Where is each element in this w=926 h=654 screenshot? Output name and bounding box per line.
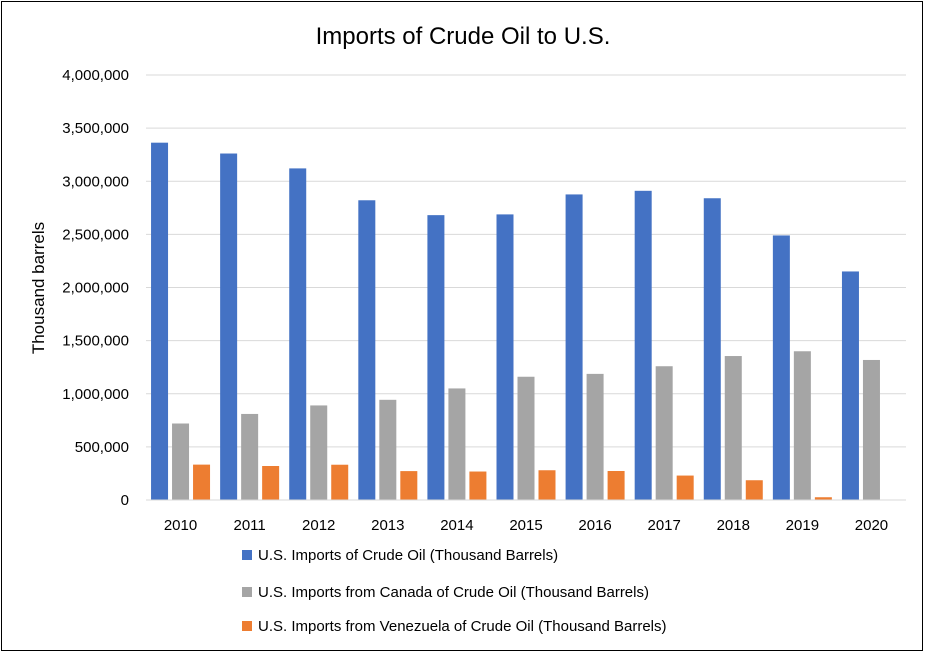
x-tick-label: 2017 (647, 517, 680, 534)
y-tick-label: 3,000,000 (62, 173, 129, 190)
bar-series-2-2014 (448, 388, 466, 500)
y-tick-label: 2,000,000 (62, 280, 129, 297)
legend-swatch-2 (242, 587, 252, 597)
bar-series-1-2019 (772, 235, 790, 500)
legend-label-3: U.S. Imports from Venezuela of Crude Oil… (258, 618, 667, 635)
legend-swatch-1 (242, 550, 252, 560)
y-tick-label: 500,000 (75, 439, 129, 456)
bar-series-2-2010 (172, 423, 190, 500)
bar-series-1-2018 (703, 198, 721, 500)
bar-series-2-2011 (241, 413, 259, 500)
bar-series-1-2015 (496, 214, 514, 500)
bar-series-3-2017 (676, 475, 694, 500)
bar-series-3-2010 (193, 464, 211, 500)
bar-series-1-2017 (634, 190, 652, 500)
y-axis-title: Thousand barrels (29, 222, 48, 354)
x-tick-label: 2015 (509, 517, 542, 534)
bar-series-1-2010 (151, 142, 169, 500)
x-tick-label: 2020 (855, 517, 888, 534)
bar-series-1-2020 (841, 271, 859, 500)
bar-series-3-2011 (262, 466, 280, 500)
bar-series-2-2018 (724, 356, 742, 500)
y-axis-ticks: 0 500,000 1,000,000 1,500,000 2,000,000 2,500… (62, 67, 129, 509)
bar-series-3-2016 (607, 470, 625, 500)
bar-series-2-2015 (517, 376, 535, 500)
chart-title: Imports of Crude Oil to U.S. (316, 23, 611, 50)
bar-series-3-2015 (538, 470, 556, 500)
legend-swatch-3 (242, 621, 252, 631)
bar-series-3-2018 (745, 480, 763, 500)
y-tick-label: 4,000,000 (62, 67, 129, 84)
bar-series-2-2013 (379, 399, 397, 500)
bar-series-3-2013 (400, 471, 418, 500)
legend: U.S. Imports of Crude Oil (Thousand Barr… (242, 547, 667, 635)
y-tick-label: 2,500,000 (62, 226, 129, 243)
x-tick-label: 2011 (234, 517, 266, 534)
gridlines (146, 74, 906, 448)
x-tick-label: 2010 (164, 517, 197, 534)
legend-label-1: U.S. Imports of Crude Oil (Thousand Barr… (258, 547, 558, 564)
x-axis-ticks: 2010 2011 2012 2013 2014 2015 2016 2017 2018 2019… (164, 517, 888, 534)
bar-series-1-2011 (220, 153, 238, 501)
bar-series-2-2017 (655, 366, 673, 500)
bar-series-2-2020 (862, 359, 880, 500)
x-tick-label: 2013 (371, 517, 404, 534)
bar-series-3-2019 (814, 497, 832, 500)
bar-series-1-2012 (289, 168, 307, 501)
bar-series-1-2016 (565, 194, 583, 501)
bars (151, 142, 880, 501)
bar-series-1-2014 (427, 215, 445, 501)
x-tick-label: 2016 (578, 517, 611, 534)
x-tick-label: 2019 (786, 517, 819, 534)
y-tick-label: 1,500,000 (62, 333, 129, 350)
x-tick-label: 2012 (302, 517, 335, 534)
y-tick-label: 3,500,000 (62, 120, 129, 137)
y-tick-label: 1,000,000 (62, 386, 129, 403)
y-tick-label: 0 (121, 492, 129, 509)
legend-label-2: U.S. Imports from Canada of Crude Oil (T… (258, 584, 649, 601)
x-tick-label: 2018 (717, 517, 750, 534)
x-tick-label: 2014 (440, 517, 473, 534)
bar-series-2-2012 (310, 405, 328, 500)
bar-series-2-2019 (793, 351, 811, 500)
bar-series-3-2014 (469, 471, 487, 500)
bar-series-1-2013 (358, 200, 376, 501)
bar-series-2-2016 (586, 373, 604, 500)
bar-series-3-2012 (331, 464, 349, 500)
